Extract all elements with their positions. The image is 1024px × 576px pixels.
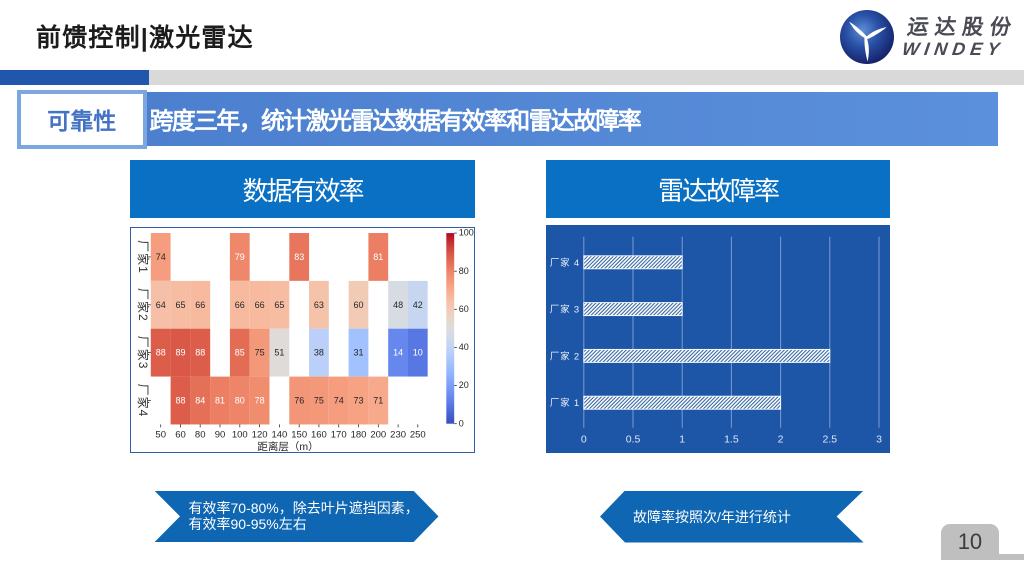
svg-text:84: 84 [195, 395, 205, 405]
svg-text:160: 160 [311, 429, 327, 440]
svg-text:65: 65 [274, 299, 284, 309]
svg-text:230: 230 [390, 429, 406, 440]
svg-text:80: 80 [195, 429, 206, 440]
svg-text:74: 74 [334, 395, 344, 405]
svg-text:厂家2: 厂家2 [136, 288, 151, 322]
svg-text:66: 66 [195, 299, 205, 309]
svg-text:1.5: 1.5 [724, 434, 739, 446]
svg-text:60: 60 [353, 299, 363, 309]
svg-text:78: 78 [255, 395, 265, 405]
svg-text:66: 66 [235, 299, 245, 309]
svg-text:81: 81 [373, 252, 383, 262]
svg-text:64: 64 [156, 299, 166, 309]
svg-text:71: 71 [373, 395, 383, 405]
svg-text:75: 75 [314, 395, 324, 405]
svg-text:74: 74 [156, 252, 166, 262]
svg-text:180: 180 [351, 429, 367, 440]
svg-text:厂家3: 厂家3 [136, 335, 151, 369]
svg-text:60: 60 [175, 429, 186, 440]
svg-text:150: 150 [291, 429, 307, 440]
svg-text:81: 81 [215, 395, 225, 405]
svg-text:38: 38 [314, 347, 324, 357]
svg-text:140: 140 [271, 429, 287, 440]
svg-text:80: 80 [459, 265, 469, 275]
svg-text:65: 65 [175, 299, 185, 309]
svg-text:83: 83 [294, 252, 304, 262]
svg-text:20: 20 [459, 380, 469, 390]
svg-text:80: 80 [235, 395, 245, 405]
svg-text:距离层（m）: 距离层（m） [257, 440, 318, 452]
svg-text:200: 200 [370, 429, 386, 440]
svg-text:2: 2 [778, 434, 784, 446]
svg-text:40: 40 [459, 342, 469, 352]
svg-text:250: 250 [410, 429, 426, 440]
svg-text:0: 0 [459, 418, 464, 428]
svg-text:14: 14 [393, 347, 403, 357]
svg-text:73: 73 [353, 395, 363, 405]
svg-text:48: 48 [393, 299, 403, 309]
svg-text:100: 100 [459, 228, 474, 238]
svg-text:1: 1 [679, 434, 685, 446]
svg-text:88: 88 [195, 347, 205, 357]
svg-text:2.5: 2.5 [822, 434, 837, 446]
svg-text:厂家4: 厂家4 [136, 383, 151, 417]
svg-text:WINDEY: WINDEY [901, 39, 1006, 59]
svg-text:0.5: 0.5 [626, 434, 641, 446]
svg-text:90: 90 [215, 429, 226, 440]
svg-text:42: 42 [413, 299, 423, 309]
svg-text:88: 88 [175, 395, 185, 405]
svg-text:51: 51 [274, 347, 284, 357]
svg-text:100: 100 [232, 429, 248, 440]
svg-text:厂家 2: 厂家 2 [550, 351, 580, 363]
svg-text:85: 85 [235, 347, 245, 357]
svg-text:50: 50 [155, 429, 166, 440]
svg-text:60: 60 [459, 304, 469, 314]
svg-text:88: 88 [156, 347, 166, 357]
svg-text:170: 170 [331, 429, 347, 440]
svg-text:79: 79 [235, 252, 245, 262]
svg-text:0: 0 [581, 434, 587, 446]
svg-text:厂家 1: 厂家 1 [550, 397, 580, 409]
svg-text:厂家1: 厂家1 [136, 240, 151, 274]
svg-text:63: 63 [314, 299, 324, 309]
svg-text:66: 66 [255, 299, 265, 309]
svg-text:76: 76 [294, 395, 304, 405]
svg-text:75: 75 [255, 347, 265, 357]
svg-text:3: 3 [876, 434, 882, 446]
svg-text:31: 31 [353, 347, 363, 357]
svg-text:89: 89 [175, 347, 185, 357]
svg-text:运达股份: 运达股份 [906, 15, 1014, 39]
svg-text:10: 10 [413, 347, 423, 357]
svg-text:厂家 3: 厂家 3 [550, 304, 580, 316]
svg-text:120: 120 [252, 429, 268, 440]
svg-text:厂家 4: 厂家 4 [550, 257, 580, 269]
